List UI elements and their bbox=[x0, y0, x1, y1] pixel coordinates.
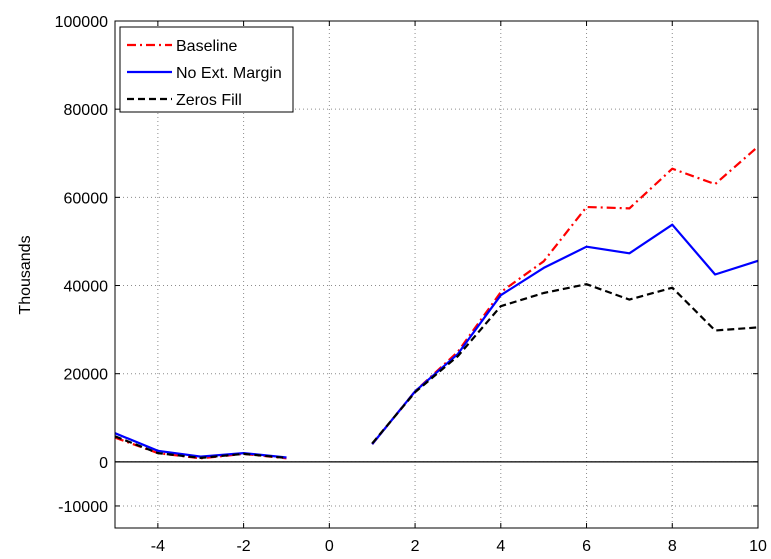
series-line bbox=[371, 283, 759, 445]
series-zeros-fill bbox=[114, 283, 759, 459]
x-tick-label: 4 bbox=[496, 538, 505, 555]
x-tick-label: 2 bbox=[411, 538, 420, 555]
x-tick-label: -2 bbox=[236, 538, 250, 555]
legend-label: No Ext. Margin bbox=[176, 65, 282, 82]
plot-frame bbox=[114, 20, 759, 529]
y-tick-label: 100000 bbox=[55, 14, 108, 31]
x-tick-label: -4 bbox=[151, 538, 165, 555]
legend-label: Zeros Fill bbox=[176, 92, 242, 109]
y-tick-label: 40000 bbox=[64, 279, 109, 296]
x-tick-label: 6 bbox=[582, 538, 591, 555]
series-line bbox=[114, 435, 287, 459]
x-tick-label: 8 bbox=[668, 538, 677, 555]
series-line bbox=[371, 223, 759, 445]
legend-label: Baseline bbox=[176, 38, 237, 55]
x-tick-label: 10 bbox=[749, 538, 767, 555]
series-layer bbox=[114, 145, 759, 460]
y-axis-label: Thousands bbox=[17, 235, 34, 314]
y-tick-label: 20000 bbox=[64, 367, 109, 384]
y-tick-label: 0 bbox=[99, 455, 108, 472]
y-tick-label: -10000 bbox=[58, 499, 108, 516]
axis-ticks: -4 -2 0 2 4 6 8 10 -10000 0 20000 40000 60000 80000 10… bbox=[55, 14, 767, 555]
legend-box bbox=[119, 26, 294, 113]
y-tick-label: 60000 bbox=[64, 190, 109, 207]
legend: Baseline No Ext. Margin Zeros Fill bbox=[119, 26, 294, 113]
x-tick-label: 0 bbox=[325, 538, 334, 555]
y-tick-label: 80000 bbox=[64, 102, 109, 119]
